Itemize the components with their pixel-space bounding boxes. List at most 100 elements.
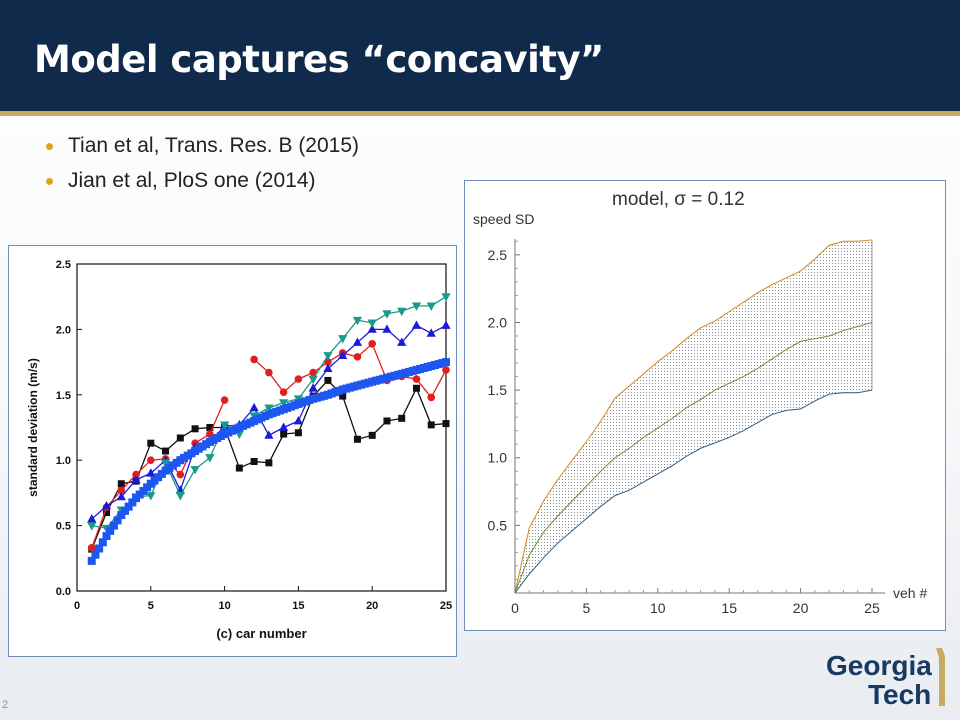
series-1-point	[147, 456, 155, 464]
series-0	[88, 376, 450, 553]
chart-title: model, σ = 0.12	[612, 189, 745, 210]
series-0-point	[206, 424, 214, 431]
series-1-point	[132, 470, 140, 479]
series-4-point	[113, 516, 122, 525]
x-tick-label: 15	[721, 600, 737, 616]
series-3-point	[397, 307, 407, 317]
series-2-point	[352, 337, 363, 346]
series-4-point	[442, 358, 450, 367]
series-2-point	[293, 415, 303, 425]
series-4-point	[120, 506, 129, 515]
y-tick-label: 2.0	[56, 324, 71, 336]
series-1-point	[412, 375, 421, 383]
series-0-point	[353, 435, 361, 443]
series-2-point	[264, 430, 274, 439]
bullet-text: Jian et al, PloS one (2014)	[68, 169, 316, 192]
mean-curve	[514, 321, 873, 594]
series-3-point	[323, 352, 333, 361]
series-3-point	[338, 335, 348, 344]
series-1-point	[442, 366, 450, 374]
slide-title: Model captures “concavity”	[34, 38, 604, 81]
logo-word-2: Tech	[868, 679, 931, 710]
series-0-point	[412, 384, 420, 392]
logo-word-1: Georgia	[826, 650, 932, 681]
series-4-point	[102, 532, 111, 541]
x-tick-label: 10	[650, 600, 666, 616]
series-2-point	[382, 324, 392, 333]
series-3-point	[220, 421, 230, 430]
series-2-point	[131, 474, 141, 484]
series-4-point	[128, 498, 137, 507]
series-3-point	[190, 465, 200, 475]
y-tick-label: 0.5	[56, 521, 71, 533]
title-bar: Model captures “concavity”	[0, 0, 960, 116]
x-tick-label: 0	[511, 600, 519, 616]
series-1-point	[368, 339, 377, 348]
x-axis-label: (c) car number	[216, 626, 306, 641]
series-1-point	[279, 388, 288, 396]
series-3-point	[264, 404, 274, 413]
series-2-point	[308, 383, 318, 392]
series-0-point	[442, 420, 450, 428]
bullet-text: Tian et al, Trans. Res. B (2015)	[68, 134, 360, 157]
series-1-point	[353, 353, 362, 361]
series-0-point	[398, 414, 406, 422]
y-axis-label: speed SD	[473, 211, 534, 227]
series-0-point	[147, 439, 155, 447]
x-tick-label: 15	[292, 600, 304, 612]
series-0-point	[368, 431, 376, 439]
series-0-point	[383, 417, 391, 425]
series-3-point	[175, 492, 185, 501]
series-3-point	[367, 319, 377, 328]
y-tick-label: 1.0	[56, 455, 71, 467]
series-4-point	[109, 521, 118, 530]
series-2-point	[249, 402, 259, 412]
series-0-point	[235, 464, 243, 472]
lower-curve	[514, 389, 873, 594]
x-tick-label: 5	[583, 600, 591, 616]
series-0-point	[176, 434, 184, 442]
series-2-point	[441, 320, 451, 329]
series-4-point	[117, 511, 126, 520]
series-3-point	[411, 302, 422, 311]
x-axis-label: veh #	[893, 585, 927, 601]
series-0-point	[324, 376, 332, 384]
bullet-dot-icon	[46, 178, 53, 185]
series-4-point	[106, 526, 115, 535]
x-tick-label: 20	[366, 600, 378, 612]
logo-tower-icon	[936, 648, 945, 706]
series-0-point	[427, 421, 435, 429]
series-4-point	[91, 550, 100, 559]
series-0-point	[117, 480, 125, 488]
series-0-point	[265, 459, 273, 467]
x-tick-label: 5	[148, 600, 154, 612]
series-3-point	[146, 492, 156, 501]
series-0-point	[339, 392, 347, 400]
page-number: 2	[2, 699, 9, 711]
series-0-point	[294, 429, 302, 437]
georgia-tech-logo: Georgia Tech	[826, 648, 954, 710]
series-2-point	[367, 324, 377, 333]
series-2-point	[323, 363, 333, 373]
plot-frame	[76, 263, 447, 592]
series-3-point	[87, 522, 97, 531]
series-3-point	[205, 454, 215, 463]
series-1-point	[176, 470, 185, 479]
series-2-point	[411, 320, 422, 329]
y-tick-label: 2.5	[488, 247, 508, 263]
series-3-point	[441, 293, 451, 302]
confidence-band	[515, 239, 872, 594]
series-2-point	[338, 350, 348, 359]
bullet-item: Tian et al, Trans. Res. B (2015)	[46, 134, 359, 158]
series-2-point	[146, 468, 156, 477]
bullet-item: Jian et al, PloS one (2014)	[46, 169, 359, 193]
y-tick-label: 1.5	[56, 390, 71, 402]
series-2-point	[397, 337, 407, 346]
bullet-list: Tian et al, Trans. Res. B (2015) Jian et…	[46, 134, 359, 204]
series-4	[87, 358, 450, 565]
y-tick-label: 2.5	[56, 259, 71, 271]
y-tick-label: 1.0	[488, 450, 508, 466]
series-3-point	[279, 399, 289, 408]
x-tick-label: 20	[793, 600, 809, 616]
series-2-point	[87, 514, 97, 523]
